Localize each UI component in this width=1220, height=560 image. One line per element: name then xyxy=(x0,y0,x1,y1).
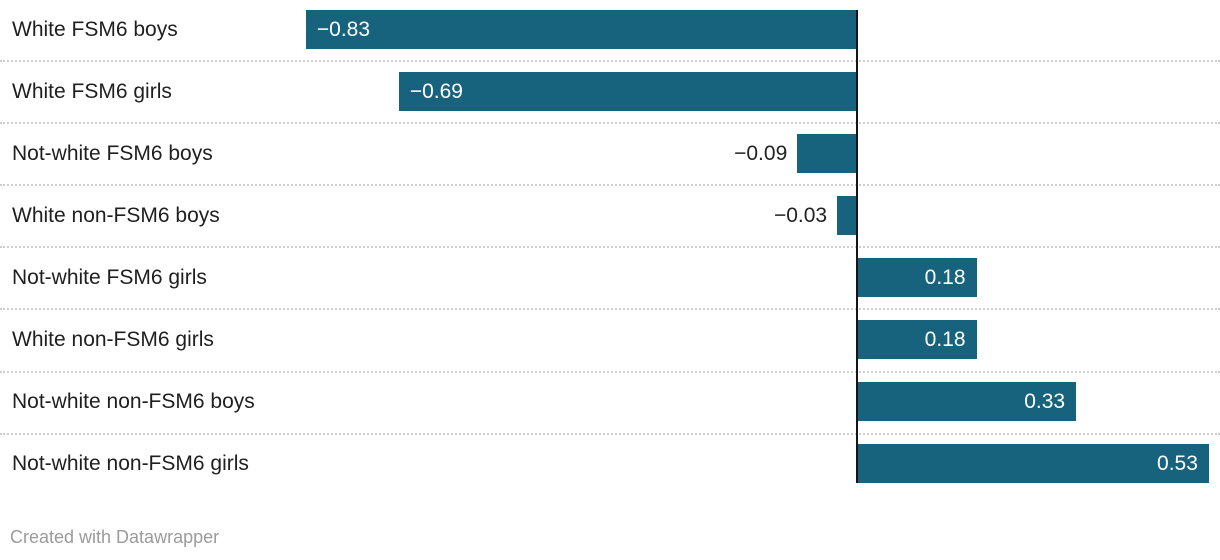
row-separator xyxy=(0,184,1220,187)
value-label: 0.18 xyxy=(924,265,966,289)
category-label: White non-FSM6 boys xyxy=(12,203,220,227)
value-label: −0.69 xyxy=(409,79,463,103)
value-label: −0.09 xyxy=(734,141,788,165)
category-label: White non-FSM6 girls xyxy=(12,328,214,351)
value-label: −0.83 xyxy=(316,17,371,41)
datawrapper-credit-link[interactable]: Created with Datawrapper xyxy=(10,527,220,547)
bar xyxy=(797,133,857,173)
bar: −0.69 xyxy=(398,71,857,111)
category-label: Not-white FSM6 girls xyxy=(12,265,207,289)
row-separator xyxy=(0,246,1220,249)
category-label: White FSM6 girls xyxy=(12,79,172,103)
row-separator xyxy=(0,370,1220,373)
chart-footer: Created with Datawrapper xyxy=(10,527,219,548)
row-separator xyxy=(0,60,1220,63)
bar: 0.18 xyxy=(857,257,977,297)
bar: −0.83 xyxy=(305,9,857,49)
bar: 0.53 xyxy=(857,444,1209,484)
value-label: 0.33 xyxy=(1024,390,1066,414)
bar: 0.33 xyxy=(857,382,1077,422)
zero-baseline xyxy=(855,9,858,484)
category-label: Not-white non-FSM6 boys xyxy=(12,390,255,414)
value-label: 0.18 xyxy=(924,328,966,351)
row-separator xyxy=(0,308,1220,311)
bar xyxy=(837,195,857,235)
category-label: White FSM6 boys xyxy=(12,17,178,41)
row-separator xyxy=(0,432,1220,435)
value-label: 0.53 xyxy=(1157,452,1198,476)
bar: 0.18 xyxy=(857,320,977,359)
category-label: Not-white non-FSM6 girls xyxy=(12,452,249,476)
category-label: Not-white FSM6 boys xyxy=(12,141,213,165)
value-label: −0.03 xyxy=(773,203,828,227)
row-separator xyxy=(0,122,1220,125)
